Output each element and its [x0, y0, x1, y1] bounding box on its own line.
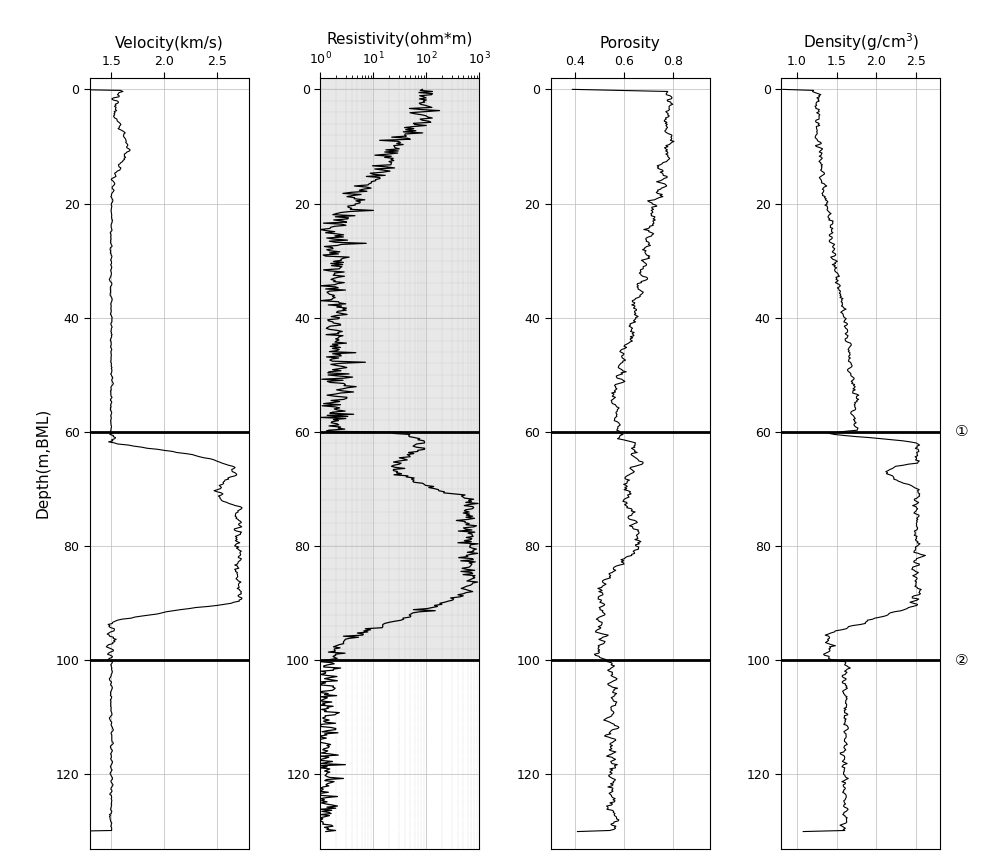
Y-axis label: Depth(m,BML): Depth(m,BML) [35, 408, 50, 519]
X-axis label: Porosity: Porosity [600, 36, 661, 50]
X-axis label: Velocity(km/s): Velocity(km/s) [115, 36, 224, 50]
X-axis label: Resistivity(ohm*m): Resistivity(ohm*m) [327, 32, 473, 47]
Text: ②: ② [955, 653, 969, 668]
X-axis label: Density(g/cm$^3$): Density(g/cm$^3$) [803, 31, 919, 53]
Text: ①: ① [955, 424, 969, 439]
